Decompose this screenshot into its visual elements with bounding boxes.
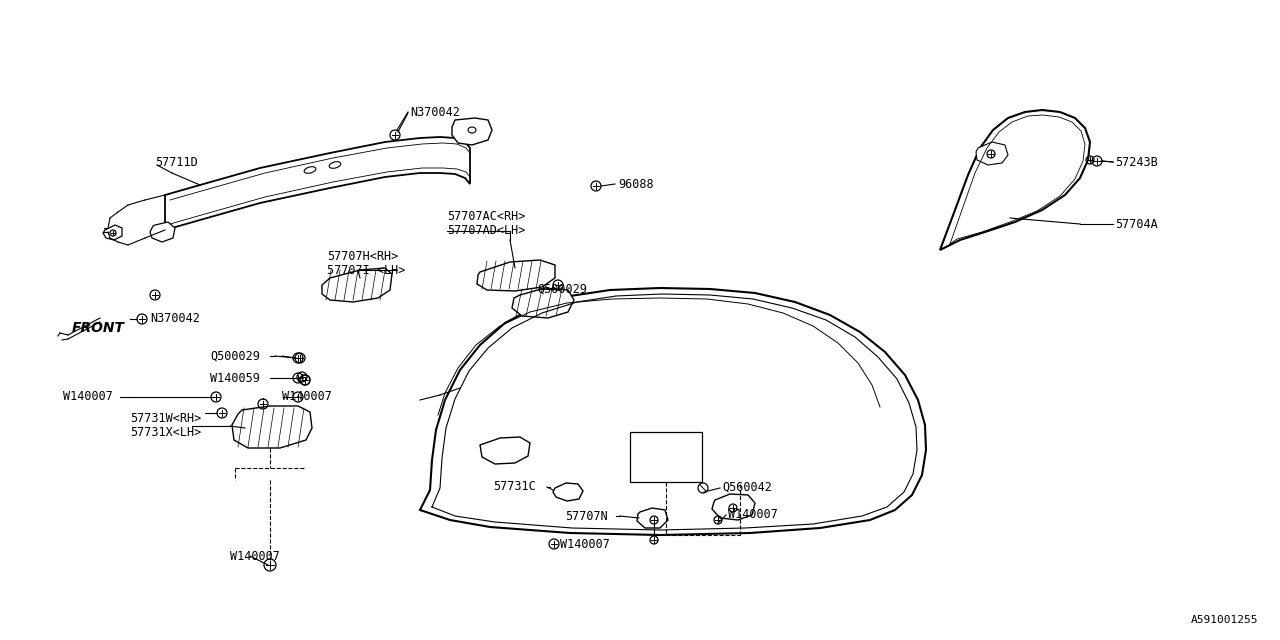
- Text: W140007: W140007: [561, 538, 609, 550]
- Polygon shape: [480, 437, 530, 464]
- Text: Q560042: Q560042: [722, 481, 772, 493]
- Polygon shape: [977, 142, 1009, 165]
- Polygon shape: [452, 118, 492, 145]
- Text: 57707I <LH>: 57707I <LH>: [326, 264, 406, 276]
- Text: Q500029: Q500029: [210, 349, 260, 362]
- Text: A591001255: A591001255: [1190, 615, 1258, 625]
- Text: W140007: W140007: [728, 509, 778, 522]
- Text: 57707AD<LH>: 57707AD<LH>: [447, 225, 525, 237]
- Polygon shape: [637, 508, 668, 528]
- Polygon shape: [323, 268, 392, 302]
- Text: N370042: N370042: [150, 312, 200, 326]
- Polygon shape: [512, 288, 573, 318]
- Polygon shape: [232, 406, 312, 448]
- Polygon shape: [165, 137, 470, 230]
- Text: 57243B: 57243B: [1115, 156, 1157, 168]
- Text: 57707AC<RH>: 57707AC<RH>: [447, 211, 525, 223]
- Text: 57731X<LH>: 57731X<LH>: [131, 426, 201, 440]
- Text: W140007: W140007: [230, 550, 280, 563]
- Text: W140007: W140007: [282, 390, 332, 403]
- Polygon shape: [477, 260, 556, 291]
- Text: Q500029: Q500029: [538, 282, 586, 296]
- Bar: [630, 432, 701, 482]
- Polygon shape: [150, 222, 175, 242]
- Text: FRONT: FRONT: [72, 321, 125, 335]
- Text: W140059: W140059: [210, 371, 260, 385]
- Text: 96088: 96088: [618, 177, 654, 191]
- Text: 57711D: 57711D: [155, 157, 197, 170]
- Text: 57731C: 57731C: [493, 481, 536, 493]
- Polygon shape: [553, 483, 582, 501]
- Polygon shape: [102, 225, 122, 240]
- Polygon shape: [420, 288, 925, 535]
- Text: 57731W<RH>: 57731W<RH>: [131, 413, 201, 426]
- Text: 57707H<RH>: 57707H<RH>: [326, 250, 398, 262]
- Text: N370042: N370042: [410, 106, 460, 118]
- Text: 57704A: 57704A: [1115, 218, 1157, 230]
- Polygon shape: [712, 494, 755, 520]
- Text: W140007: W140007: [63, 390, 113, 403]
- Polygon shape: [940, 110, 1091, 250]
- Text: 57707N: 57707N: [564, 509, 608, 522]
